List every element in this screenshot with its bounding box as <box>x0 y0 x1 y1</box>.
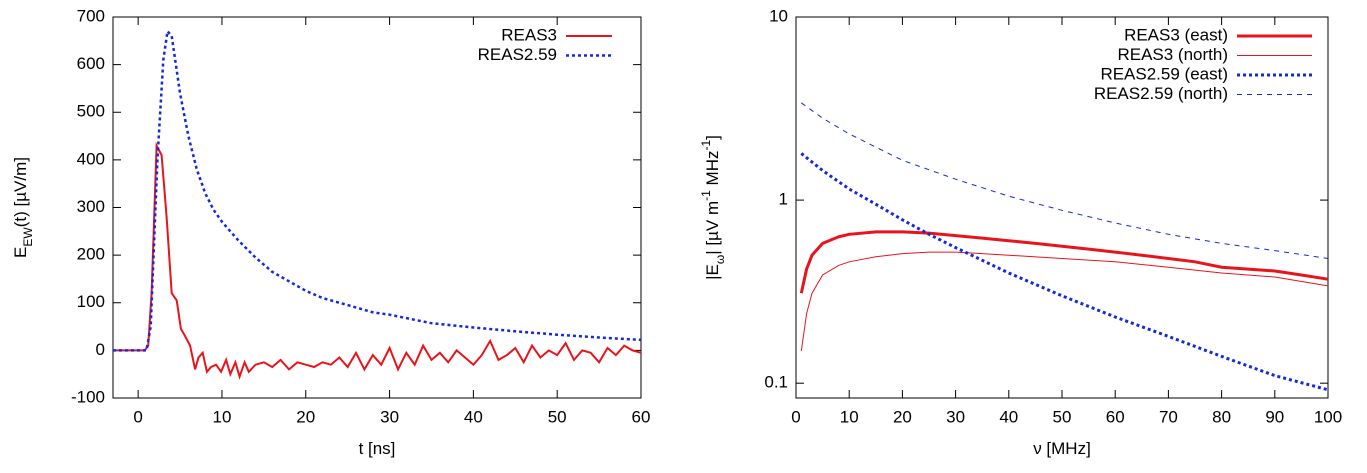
x-tick-label: 10 <box>840 407 859 426</box>
series-line <box>113 141 642 380</box>
x-axis-label: t [ns] <box>359 439 396 458</box>
label-part: -1 <box>699 190 713 201</box>
x-tick-label: 0 <box>791 407 800 426</box>
x-axis-label: ν [MHz] <box>1033 439 1091 458</box>
label-part: E <box>11 247 30 258</box>
series-line <box>801 102 1329 259</box>
x-tick-label: 100 <box>1314 407 1342 426</box>
x-tick-label: 10 <box>212 407 231 426</box>
label-part: -1 <box>699 140 713 151</box>
x-tick-label: 90 <box>1265 407 1284 426</box>
plot: 0 10 20 30 40 50 60 70 80 90 100 0.1 1 10 ν [MHz] |Eω| … <box>699 6 1342 458</box>
x-tick-label: 70 <box>1159 407 1178 426</box>
y-tick-label: 600 <box>77 54 105 73</box>
x-tick-label: 20 <box>893 407 912 426</box>
y-tick-label: 0.1 <box>764 373 788 392</box>
y-axis-label: EEW(t) [µV/m] <box>11 157 35 258</box>
legend-label: REAS2.59 (east) <box>1100 64 1228 83</box>
x-tick-label: 40 <box>999 407 1018 426</box>
x-tick-label: 30 <box>380 407 399 426</box>
x-tick-label: 60 <box>632 407 651 426</box>
x-tick-label: 0 <box>133 407 142 426</box>
label-part: | [µV m <box>703 201 722 255</box>
label-part: |E <box>703 264 722 280</box>
label-part: ω <box>713 255 727 264</box>
legend-label: REAS3 (east) <box>1124 25 1228 44</box>
plot-frame <box>795 16 1329 399</box>
x-tick-label: 50 <box>548 407 567 426</box>
legend-label: REAS2.59 <box>478 45 557 64</box>
label-part: MHz <box>703 151 722 191</box>
legend-label: REAS3 <box>501 25 557 44</box>
series-line <box>800 152 1329 392</box>
series-line <box>799 230 1329 294</box>
label-part: (t) [µV/m] <box>11 157 30 227</box>
x-tick-label: 80 <box>1212 407 1231 426</box>
plot-frame <box>112 16 642 399</box>
label-part: ] <box>703 135 722 140</box>
label-part: t [ns] <box>359 439 396 458</box>
y-tick-label: 700 <box>77 6 105 25</box>
label-part: EW <box>21 227 35 247</box>
y-tick-label: -100 <box>71 387 105 406</box>
x-tick-label: 30 <box>946 407 965 426</box>
y-tick-label: 100 <box>77 292 105 311</box>
x-tick-label: 60 <box>1106 407 1125 426</box>
y-tick-label: 400 <box>77 149 105 168</box>
x-tick-label: 50 <box>1053 407 1072 426</box>
x-tick-label: 20 <box>296 407 315 426</box>
legend-label: REAS2.59 (north) <box>1094 84 1228 103</box>
x-tick-label: 40 <box>464 407 483 426</box>
y-axis-label: |Eω| [µV m-1 MHz-1] <box>699 135 727 280</box>
y-tick-label: 500 <box>77 102 105 121</box>
label-part: ν [MHz] <box>1033 439 1091 458</box>
y-tick-label: 1 <box>779 190 788 209</box>
series-line <box>800 251 1329 351</box>
y-tick-label: 10 <box>769 6 788 25</box>
y-tick-label: 200 <box>77 245 105 264</box>
y-tick-label: 0 <box>96 340 105 359</box>
y-tick-label: 300 <box>77 197 105 216</box>
series-line <box>113 28 642 352</box>
legend-label: REAS3 (north) <box>1117 45 1228 64</box>
plot: 0 10 20 30 40 50 60 -100 0 100 200 300 400 500 600 700 t… <box>11 6 650 458</box>
